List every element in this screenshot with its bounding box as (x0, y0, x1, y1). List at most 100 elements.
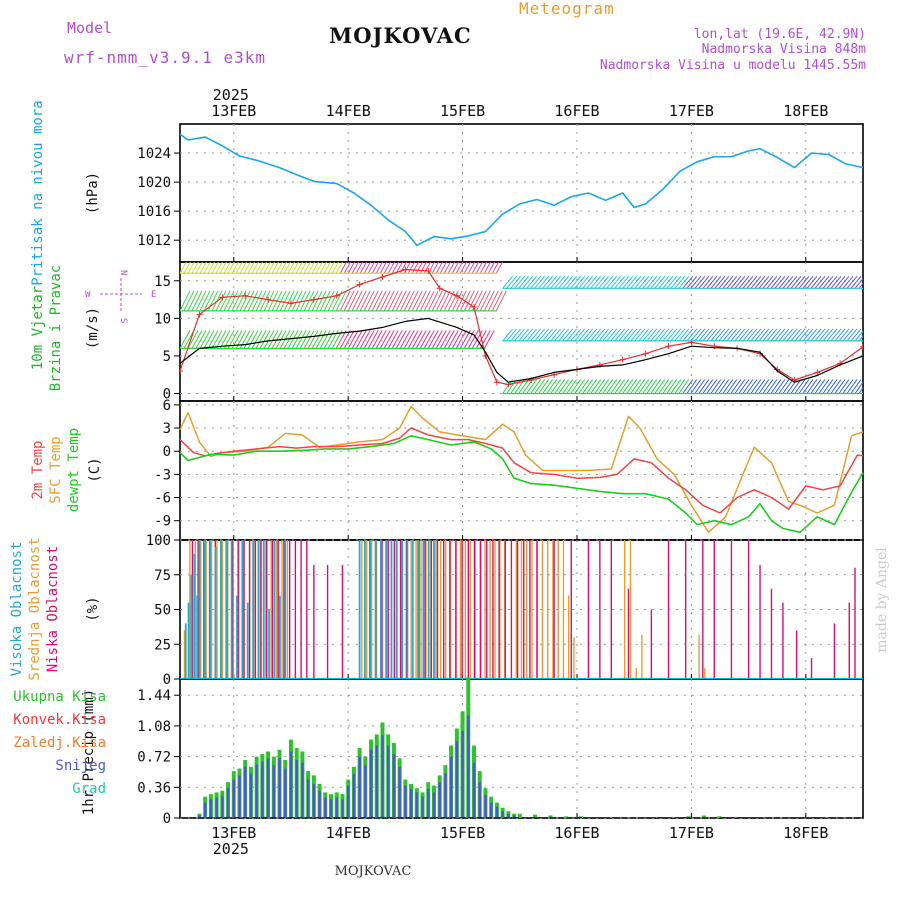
wind-band-mid-east (598, 328, 610, 342)
snow-bar (364, 765, 367, 818)
snow-bar (438, 782, 441, 818)
wind-band-low-east (546, 379, 558, 394)
wind-band-low-east (778, 379, 790, 394)
wind-band-mid (395, 290, 407, 312)
wind-band-upper (271, 262, 279, 274)
wind-band-upper (447, 262, 456, 274)
snow-bar (346, 785, 350, 818)
wind-band-mid (255, 290, 267, 312)
total-precip-bar (671, 817, 676, 818)
snow-bar (198, 815, 201, 818)
wind-band-mid-east (506, 328, 518, 342)
wind-band-upper-east (834, 275, 846, 289)
wind-band-upper (487, 262, 496, 274)
bottom-date-tick: 18FEB (783, 824, 828, 842)
wind-band-mid (235, 290, 247, 312)
wind-band-mid-east (822, 328, 834, 342)
wind-band-upper-east (554, 275, 566, 289)
wind-band-mid (215, 290, 227, 312)
wind-band-mid (283, 290, 295, 312)
wind-band-mid-east (710, 328, 722, 342)
wind-band-low-east (774, 379, 786, 394)
snow-bar (472, 762, 476, 818)
y-tick-label: 3 (163, 421, 171, 437)
wind-band-low-east (854, 381, 863, 394)
wind-band-low (459, 330, 471, 349)
snow-bar (512, 815, 516, 818)
compass-north: N (118, 270, 128, 275)
wind-band-mid (191, 290, 203, 312)
y-tick-label: 0 (163, 811, 171, 827)
wind-band-upper (223, 262, 231, 274)
wind-band-upper (211, 262, 219, 274)
panel-frame (179, 678, 864, 819)
wind-band-low-east (598, 379, 610, 394)
wind-band-mid-east (574, 328, 586, 342)
wind-gust-line (179, 268, 864, 386)
snow-bar (312, 783, 316, 818)
wind-band-mid-east (650, 328, 662, 342)
wind-band-mid (199, 290, 211, 312)
snow-bar (266, 758, 270, 818)
wind-band-mid (251, 290, 263, 312)
wind-band-upper-east (774, 275, 786, 289)
bottom-date-tick: 13FEB (211, 824, 256, 842)
wind-band-mid (287, 290, 299, 312)
wind-band-low (375, 330, 387, 349)
temp-unit: (C) (87, 457, 103, 482)
credit-watermark: made by Angel (874, 547, 890, 653)
precip-legend-item: Grad (72, 781, 106, 797)
wind-band-mid-east (738, 328, 750, 342)
wind-band-mid (463, 290, 475, 312)
wind-band-mid-east (578, 328, 590, 342)
wind-band-mid (239, 290, 251, 312)
wind-band-mid (375, 290, 387, 312)
wind-band-low (247, 330, 259, 349)
wind-band-low (215, 330, 227, 349)
wind-band-low (391, 330, 403, 349)
precip-unit: 1hr Precip (mm) (81, 689, 97, 815)
wind-band-upper-east (574, 275, 586, 289)
wind-band-low-east (782, 379, 794, 394)
wind-band-low-east (762, 379, 774, 394)
wind-band-low-east (542, 379, 554, 394)
wind-band-upper-east (594, 275, 606, 289)
wind-band-low (455, 330, 467, 349)
snow-bar (398, 766, 401, 818)
wind-band-upper-east (754, 275, 766, 289)
wind-band-upper-east (858, 282, 863, 289)
wind-band-upper-east (742, 275, 754, 289)
wind-band-mid-east (858, 335, 863, 342)
wind-band-mid-east (702, 328, 714, 342)
wind-band-low-east (734, 379, 746, 394)
wind-title-1: 10m Vjetar (30, 286, 46, 370)
wind-band-mid-east (774, 328, 786, 342)
snow-bar (295, 760, 298, 818)
wind-band-low (283, 330, 295, 349)
wind-band-mid-east (518, 328, 530, 342)
wind-band-mid-east (854, 330, 863, 342)
bottom-date-tick: 17FEB (669, 824, 714, 842)
wind-gust-marker (860, 343, 863, 350)
wind-band-upper-east (654, 275, 666, 289)
wind-band-low-east (830, 379, 842, 394)
wind-band-mid (363, 290, 375, 312)
wind-band-low (303, 330, 315, 349)
precip-legend-item: Zaledj.Kisa (13, 735, 106, 751)
wind-band-mid-east (850, 328, 862, 342)
total-precip-bar (563, 816, 568, 818)
wind-band-upper-east (702, 275, 714, 289)
wind-band-mid-east (686, 328, 698, 342)
snow-bar (232, 779, 235, 818)
wind-band-mid-east (654, 328, 666, 342)
high-cloud-title: Visoka Oblacnost (9, 542, 25, 677)
wind-band-upper (475, 262, 484, 274)
bottom-date-tick: 15FEB (440, 824, 485, 842)
wind-band-upper-east (814, 275, 826, 289)
wind-band-mid-east (818, 328, 830, 342)
wind-band-mid (180, 290, 191, 312)
wind-band-mid-east (814, 328, 826, 342)
wind-band-low-east (846, 379, 858, 394)
wind-band-mid-east (826, 328, 838, 342)
